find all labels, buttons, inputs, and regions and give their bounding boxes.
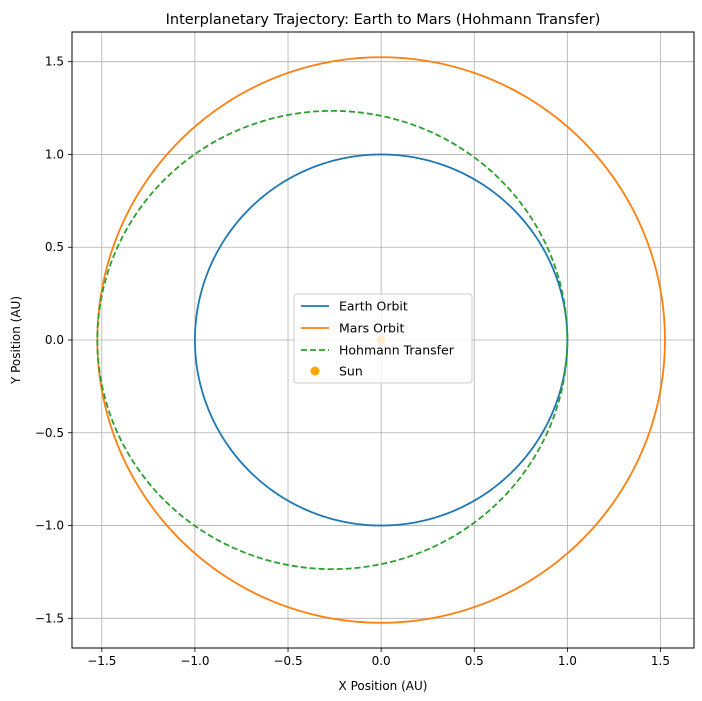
legend-label-hohmann-transfer: Hohmann Transfer [339, 343, 455, 358]
y-axis: −1.5 −1.0 −0.5 0.0 0.5 1.0 1.5 [35, 55, 72, 625]
y-axis-label: Y Position (AU) [9, 296, 23, 385]
y-tick-label: −1.0 [35, 519, 64, 533]
y-tick-label: 0.0 [45, 333, 64, 347]
y-tick-label: −0.5 [35, 426, 64, 440]
y-tick-label: 0.5 [45, 240, 64, 254]
x-tick-label: 1.0 [558, 654, 577, 668]
y-tick-label: 1.0 [45, 147, 64, 161]
y-tick-label: −1.5 [35, 611, 64, 625]
series-line-earth-orbit [194, 153, 569, 527]
legend-label-mars-orbit: Mars Orbit [339, 321, 404, 336]
x-tick-label: −1.0 [180, 654, 209, 668]
legend-swatch-sun [310, 366, 320, 376]
legend-label-sun: Sun [339, 364, 363, 379]
y-tick-label: 1.5 [45, 55, 64, 69]
x-tick-label: 1.5 [651, 654, 670, 668]
x-tick-label: −1.5 [87, 654, 116, 668]
series-line-hohmann-transfer [96, 109, 569, 571]
x-tick-label: 0.5 [465, 654, 484, 668]
x-tick-label: −0.5 [273, 654, 302, 668]
x-axis: −1.5 −1.0 −0.5 0.0 0.5 1.0 1.5 [87, 648, 670, 668]
x-tick-label: 0.0 [372, 654, 391, 668]
legend: Earth Orbit Mars Orbit Hohmann Transfer … [293, 293, 473, 384]
chart-title: Interplanetary Trajectory: Earth to Mars… [166, 12, 601, 28]
legend-box [293, 293, 473, 384]
legend-label-earth-orbit: Earth Orbit [339, 299, 408, 314]
x-axis-label: X Position (AU) [339, 679, 428, 693]
